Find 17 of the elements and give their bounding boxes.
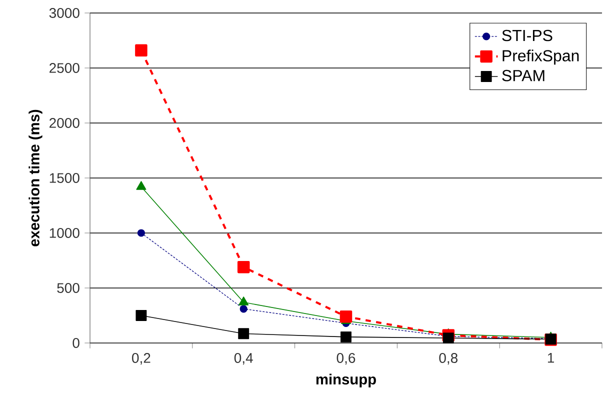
- y-tick-label: 500: [57, 283, 80, 293]
- x-tick-label: 0,2: [132, 353, 150, 365]
- x-tick-label: 0,4: [234, 353, 253, 365]
- legend-label: SPAM: [502, 70, 544, 82]
- x-tick-label: 0,6: [336, 353, 356, 365]
- x-tick-label: 0,8: [439, 353, 458, 365]
- y-tick-label: 1500: [50, 173, 80, 183]
- y-tick-label: 1000: [50, 228, 80, 238]
- y-tick-label: 2500: [50, 63, 80, 73]
- legend-label: STI-PS: [502, 30, 552, 42]
- y-tick-label: 2000: [50, 118, 80, 128]
- x-axis-title: minsupp: [316, 374, 376, 388]
- legend-label: PrefixSpan: [502, 50, 579, 65]
- y-axis-title: execution time (ms): [28, 110, 42, 246]
- x-tick-label: 1: [548, 353, 554, 363]
- y-tick-label: 3000: [49, 8, 80, 18]
- y-tick-label: 0: [72, 338, 80, 348]
